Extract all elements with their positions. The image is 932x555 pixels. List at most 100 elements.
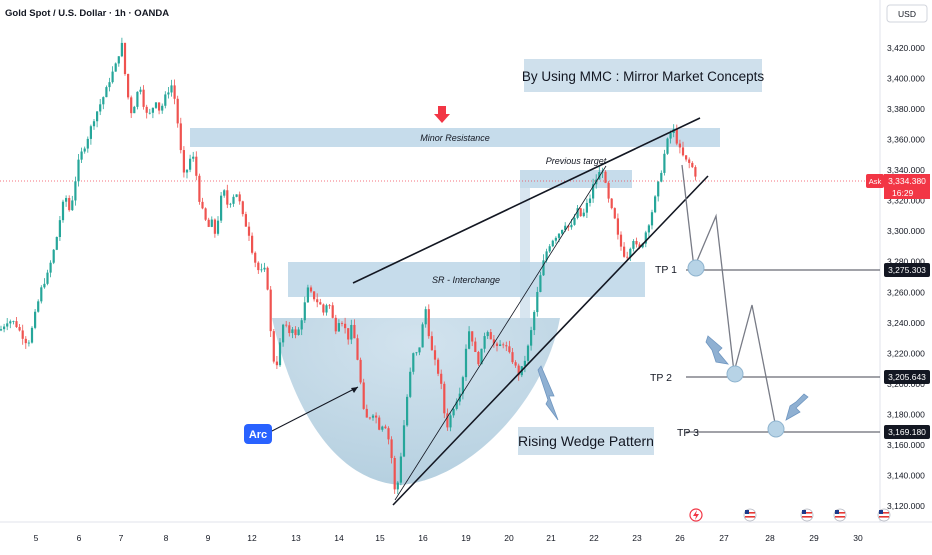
tp2-label: TP 2 [650, 372, 672, 384]
candle-body [185, 169, 189, 173]
candle-body [89, 126, 92, 139]
candle-body [61, 201, 65, 221]
candle-body [6, 323, 9, 327]
candle-body [461, 377, 464, 394]
time-tick-label: 19 [461, 533, 471, 543]
candle-body [511, 352, 514, 363]
candle-body [142, 89, 145, 107]
candle-body [260, 269, 263, 271]
candle-body [464, 348, 468, 378]
candle-body [120, 42, 123, 57]
candle-body [396, 482, 399, 490]
candle-body [433, 350, 437, 360]
candle-body [108, 82, 111, 88]
tp3-price-value: 3,169.180 [888, 427, 926, 437]
candle-body [489, 332, 492, 340]
currency-selector[interactable] [886, 4, 928, 23]
price-tick-label: 3,340.000 [887, 165, 925, 175]
candle-body [427, 309, 430, 337]
candle-body [294, 329, 297, 336]
candle-body [272, 331, 275, 362]
candle-body [508, 346, 511, 353]
candle-body [353, 324, 356, 339]
resistance-down-arrow-icon [434, 106, 450, 123]
arc-label-box[interactable] [244, 424, 272, 444]
candle-body [158, 102, 161, 111]
candle-body [37, 301, 40, 312]
candle-body [452, 408, 455, 416]
candle-body [328, 305, 331, 307]
projection-path [681, 164, 777, 429]
candle-body [9, 321, 12, 324]
candle-body [641, 243, 644, 248]
candle-body [663, 153, 666, 173]
candle-body [384, 426, 387, 429]
candle-body [350, 324, 353, 340]
candle-body [325, 305, 328, 313]
candle-body [415, 352, 418, 354]
candle-body [3, 326, 6, 330]
candle-body [99, 104, 102, 112]
price-tick-label: 3,380.000 [887, 104, 925, 114]
candle-body [297, 329, 300, 336]
candle-body [468, 331, 471, 349]
candle-body [548, 246, 551, 252]
us-flag-icons [743, 508, 891, 522]
candle-body [635, 241, 638, 245]
candle-body [530, 330, 533, 346]
candle-body [303, 302, 306, 321]
price-tick-label: 3,160.000 [887, 440, 925, 450]
previous-target-zone [520, 170, 632, 188]
candle-body [24, 338, 27, 344]
tp3-label: TP 3 [677, 427, 699, 439]
candle-body [331, 305, 334, 318]
wedge-label: Rising Wedge Pattern [518, 433, 654, 449]
candle-body [626, 256, 629, 258]
candle-body [359, 359, 362, 383]
candle-body [192, 156, 195, 159]
candle-body [241, 201, 244, 215]
candle-body [573, 217, 576, 225]
candle-body [139, 89, 142, 92]
candle-body [65, 198, 68, 202]
lightning-glyph-icon [693, 510, 699, 520]
candle-body [285, 324, 288, 326]
candle-body [585, 202, 588, 213]
tp1-marker [687, 259, 705, 277]
candle-body [247, 226, 251, 236]
arc-shape [272, 318, 560, 485]
candle-body [570, 224, 573, 228]
candle-body [381, 426, 384, 430]
candle-body [198, 175, 201, 202]
time-tick-label: 29 [809, 533, 819, 543]
candle-body [117, 56, 120, 64]
candle-body [161, 105, 164, 111]
candle-body [362, 382, 365, 409]
candle-body [130, 97, 133, 114]
candle-body [77, 159, 80, 182]
candle-body [257, 262, 260, 271]
candle-body [483, 336, 486, 349]
candle-body [244, 214, 247, 227]
time-tick-label: 15 [375, 533, 385, 543]
candle-body [579, 208, 582, 217]
candle-body [251, 235, 254, 253]
candle-body [675, 129, 678, 144]
candle-body [387, 428, 390, 440]
candle-body [46, 272, 49, 284]
candle-body [694, 167, 697, 177]
candle-body [334, 317, 337, 332]
candle-body [647, 225, 650, 233]
candle-body [406, 396, 409, 426]
candle-body [213, 219, 216, 234]
price-tick-label: 3,240.000 [887, 318, 925, 328]
time-tick-label: 8 [164, 533, 169, 543]
candle-body [148, 112, 151, 114]
candle-body [368, 417, 371, 419]
current-price-value: 3,334.380 [888, 176, 926, 186]
candle-body [291, 329, 294, 334]
time-tick-label: 6 [77, 533, 82, 543]
candle-body [657, 181, 660, 197]
